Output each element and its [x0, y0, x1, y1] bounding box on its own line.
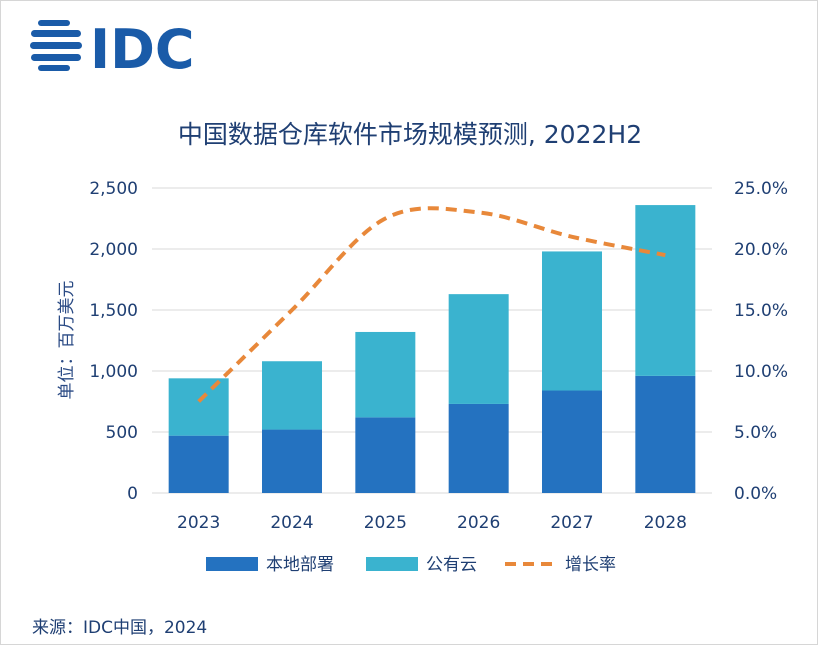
y-tick-label: 500: [106, 423, 138, 443]
y-tick-label: 1,500: [89, 301, 138, 321]
bar-public-cloud: [168, 378, 229, 436]
y-tick-label: 2,500: [89, 179, 138, 199]
legend: 本地部署 公有云 增长率: [206, 555, 616, 575]
legend-on-premise-swatch: [206, 557, 258, 571]
growth-rate-line: [197, 206, 666, 403]
globe-icon: [30, 20, 82, 71]
y-tick-label: 1,000: [89, 362, 138, 382]
y2-tick-label: 15.0%: [734, 301, 788, 321]
logo-text: IDC: [90, 18, 195, 76]
y2-tick-label: 5.0%: [734, 423, 777, 443]
bar-public-cloud: [635, 205, 696, 376]
bar-on-premise: [635, 375, 696, 493]
x-tick-label: 2028: [644, 513, 687, 533]
y-axis-title: 单位：百万美元: [57, 281, 77, 400]
legend-public-cloud-label: 公有云: [426, 555, 477, 575]
y-tick-label: 0: [127, 484, 138, 504]
legend-on-premise-label: 本地部署: [266, 555, 334, 575]
source-note: 来源：IDC中国，2024: [32, 618, 208, 638]
y2-tick-label: 0.0%: [734, 484, 777, 504]
bar-public-cloud: [448, 294, 509, 404]
x-tick-label: 2023: [177, 513, 220, 533]
y2-tick-label: 20.0%: [734, 240, 788, 260]
bar-public-cloud: [542, 251, 602, 391]
bar-public-cloud: [355, 331, 416, 418]
bar-on-premise: [355, 417, 416, 493]
x-tick-label: 2025: [364, 513, 407, 533]
bar-public-cloud: [262, 361, 322, 430]
y2-tick-label: 10.0%: [734, 362, 788, 382]
x-tick-label: 2027: [550, 513, 593, 533]
y-tick-label: 2,000: [89, 240, 138, 260]
chart-title: 中国数据仓库软件市场规模预测, 2022H2: [178, 120, 642, 149]
x-tick-label: 2026: [457, 513, 500, 533]
bar-on-premise: [168, 435, 229, 493]
bar-on-premise: [448, 403, 509, 493]
y2-tick-label: 25.0%: [734, 179, 788, 199]
x-tick-label: 2024: [270, 513, 313, 533]
legend-public-cloud-swatch: [366, 557, 418, 571]
idc-logo: IDC: [30, 18, 195, 76]
bar-on-premise: [262, 429, 322, 493]
legend-growth-rate-label: 增长率: [565, 555, 616, 575]
bar-on-premise: [542, 390, 602, 493]
